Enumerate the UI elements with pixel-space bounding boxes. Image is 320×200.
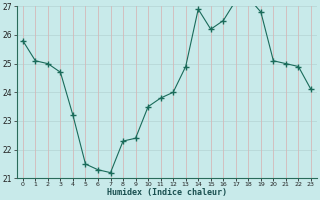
X-axis label: Humidex (Indice chaleur): Humidex (Indice chaleur) bbox=[107, 188, 227, 197]
